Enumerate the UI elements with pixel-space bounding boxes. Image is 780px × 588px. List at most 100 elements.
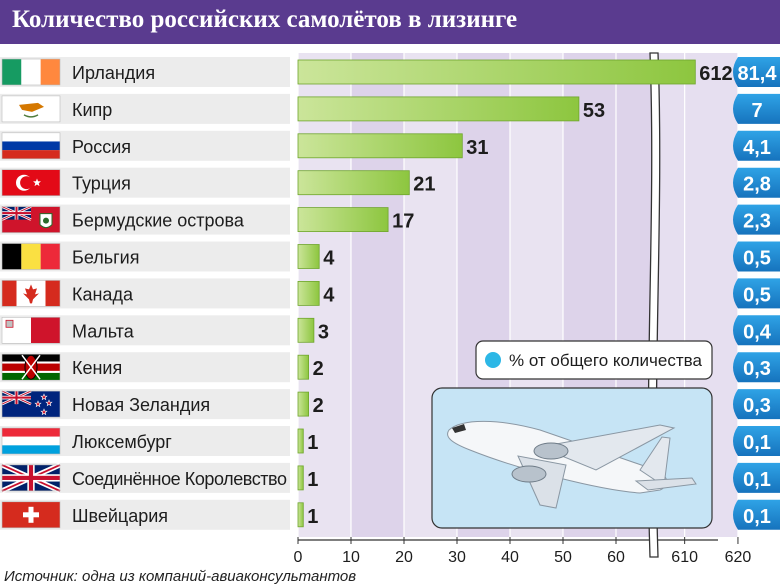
table-row: Россия 31 4,1 <box>0 130 780 161</box>
country-label: Соединённое Королевство <box>72 469 287 489</box>
value-label: 1 <box>307 432 318 454</box>
airplane-cockpit <box>452 424 466 433</box>
country-label: Турция <box>72 174 131 194</box>
airplane-wing <box>538 424 676 471</box>
percent-box <box>733 315 780 346</box>
cyprus-flag-icon <box>1 95 61 123</box>
bar <box>297 502 304 528</box>
percent-label: 0,1 <box>743 432 771 454</box>
bar <box>297 170 410 196</box>
malta-flag-icon <box>1 316 61 344</box>
country-label: Мальта <box>72 321 135 341</box>
value-label: 612 <box>699 63 732 85</box>
x-tick-label: 620 <box>725 549 752 566</box>
bar <box>297 465 304 491</box>
percent-box <box>733 130 780 161</box>
table-row: Турция 21 2,8 <box>0 167 780 198</box>
table-row: Кипр 53 7 <box>0 93 780 124</box>
value-label: 2 <box>313 395 324 417</box>
luxembourg-flag-icon <box>1 427 61 455</box>
airplane-stabilizer <box>634 477 697 491</box>
country-label: Ирландия <box>72 63 155 83</box>
switzerland-flag-icon <box>1 501 61 529</box>
table-row: Мальта 3 0,4 <box>0 315 780 346</box>
percent-box <box>733 352 780 383</box>
belgium-flag-icon <box>1 243 61 270</box>
country-label: Кения <box>72 358 122 378</box>
airplane-engine <box>533 442 569 460</box>
bar <box>297 96 580 122</box>
percent-label: 4,1 <box>743 137 771 159</box>
value-label: 21 <box>413 174 435 196</box>
value-label: 53 <box>583 100 605 122</box>
country-label: Канада <box>72 284 134 304</box>
bar <box>297 354 310 380</box>
ireland-flag-icon <box>1 58 61 86</box>
country-label: Бельгия <box>72 248 139 268</box>
bar <box>297 59 696 85</box>
table-row: Швейцария 1 0,1 <box>0 499 780 530</box>
country-label: Кипр <box>72 100 112 120</box>
percent-label: 0,1 <box>743 506 771 528</box>
x-tick-label: 10 <box>342 549 360 566</box>
country-label: Бермудские острова <box>72 211 245 231</box>
percent-label: 2,3 <box>743 211 771 233</box>
percent-label: 0,5 <box>743 284 771 306</box>
bar <box>297 428 304 454</box>
percent-box <box>733 241 780 272</box>
bar <box>297 317 315 343</box>
x-tick-label: 20 <box>395 549 413 566</box>
legend-marker <box>485 352 501 368</box>
legend-box <box>475 340 713 380</box>
canada-flag-icon <box>1 280 61 307</box>
country-label: Россия <box>72 137 131 157</box>
table-row: Соединённое Королевство 1 0,1 <box>0 462 780 494</box>
uk-flag-icon <box>0 462 62 494</box>
x-tick-label: 30 <box>448 549 466 566</box>
percent-label: 0,4 <box>743 321 772 343</box>
percent-box <box>733 57 780 87</box>
percent-box <box>733 499 780 530</box>
table-row: Люксембург 1 0,1 <box>0 426 780 456</box>
legend: % от общего количества <box>475 340 713 380</box>
value-label: 1 <box>307 469 318 491</box>
country-label: Новая Зеландия <box>72 395 210 415</box>
percent-box <box>733 204 780 235</box>
value-label: 3 <box>318 321 329 343</box>
value-label: 17 <box>392 211 414 233</box>
x-tick-label: 40 <box>501 549 519 566</box>
percent-label: 7 <box>751 100 762 122</box>
percent-label: 0,3 <box>743 395 771 417</box>
airplane-illustration <box>431 387 713 529</box>
percent-box <box>733 278 780 309</box>
header-bar: Количество российских самолётов в лизинг… <box>0 0 780 44</box>
percent-label: 0,5 <box>743 248 771 270</box>
value-label: 4 <box>323 284 335 306</box>
table-row: Ирландия 612 81,4 <box>0 57 780 87</box>
value-label: 1 <box>307 506 318 528</box>
kenya-flag-icon <box>1 353 61 381</box>
value-label: 4 <box>323 248 335 270</box>
country-label: Люксембург <box>72 432 172 452</box>
percent-box <box>733 462 780 493</box>
new-zealand-flag-icon <box>1 389 61 418</box>
percent-box <box>733 167 780 198</box>
bar <box>297 207 389 233</box>
value-label: 31 <box>466 137 488 159</box>
x-tick-label: 50 <box>554 549 572 566</box>
x-tick-label: 610 <box>671 549 698 566</box>
bar <box>297 133 463 159</box>
country-label: Швейцария <box>72 506 168 526</box>
bermuda-flag-icon <box>1 205 61 233</box>
table-row: Канада 4 0,5 <box>0 278 780 309</box>
bar <box>297 280 320 306</box>
percent-box <box>733 93 780 124</box>
russia-flag-icon <box>1 132 61 160</box>
value-label: 2 <box>313 358 324 380</box>
percent-box <box>733 426 780 456</box>
percent-label: 81,4 <box>738 63 778 85</box>
percent-label: 0,3 <box>743 358 771 380</box>
percent-label: 2,8 <box>743 174 771 196</box>
